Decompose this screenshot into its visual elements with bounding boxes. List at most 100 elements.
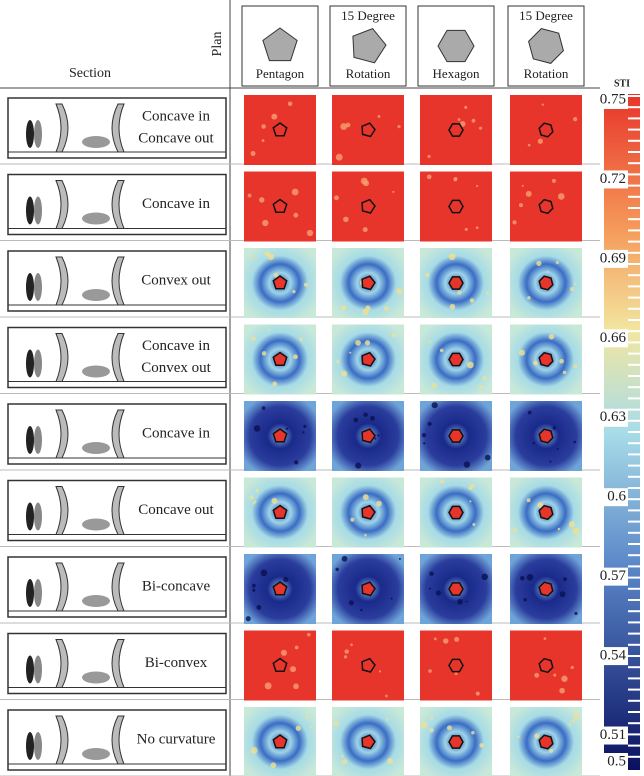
heatmap-speck <box>572 527 580 535</box>
table <box>82 595 110 607</box>
heatmap-speck <box>261 139 265 143</box>
heatmap-speck <box>303 424 307 428</box>
heatmap-speck <box>285 427 289 431</box>
heatmap-speck <box>340 755 344 758</box>
heatmap-speck <box>385 694 388 698</box>
heatmap-speck <box>574 611 578 615</box>
tick-bg <box>596 567 628 586</box>
heatmap-speck <box>527 296 531 300</box>
heatmap-speck <box>336 360 340 364</box>
heatmap-speck <box>398 557 401 560</box>
heatmap-speck <box>427 154 431 159</box>
person <box>26 349 34 378</box>
plan-box <box>507 5 585 87</box>
heatmap-speck <box>385 718 389 721</box>
heatmap-speck <box>556 447 559 450</box>
heatmap-speck <box>292 770 295 773</box>
heatmap-speck <box>476 184 479 188</box>
person <box>26 426 34 454</box>
heatmap-speck <box>392 190 395 193</box>
plan-label: Hexagon <box>433 66 480 81</box>
heatmap-source <box>538 198 554 215</box>
tick-bg <box>596 488 628 507</box>
heatmap-speck <box>362 308 369 316</box>
heatmap-speck <box>247 193 252 198</box>
colorbar-tick-label: 0.5 <box>607 753 626 769</box>
colorbar-tick-label: 0.75 <box>600 91 626 107</box>
heatmap-speck <box>264 251 270 257</box>
heatmap-speck <box>271 497 278 504</box>
heatmap-speck <box>537 138 544 144</box>
wall <box>111 103 125 153</box>
heatmap-speck <box>309 726 313 729</box>
heatmap-speck <box>264 682 272 690</box>
heatmap-speck <box>341 370 348 377</box>
colorbar-tick-label: 0.51 <box>600 727 626 743</box>
wall <box>111 562 125 612</box>
heatmap-speck <box>512 220 517 225</box>
heatmap-speck <box>250 151 256 156</box>
person <box>34 732 42 760</box>
heatmap-speck <box>363 412 368 417</box>
heatmap-speck <box>252 502 255 505</box>
heatmap-speck <box>518 349 525 356</box>
heatmap-speck <box>541 103 544 106</box>
tick-bg <box>596 647 628 666</box>
heatmap-source <box>448 276 464 290</box>
heatmap-source <box>272 734 288 749</box>
heatmap-speck <box>478 126 483 130</box>
heatmap-speck <box>261 351 267 356</box>
heatmap-source <box>272 275 288 290</box>
wall <box>55 486 69 535</box>
plan-label: Rotation <box>346 66 391 81</box>
heatmap-speck <box>299 337 303 342</box>
heatmap-speck <box>534 672 540 678</box>
heatmap-speck <box>429 728 434 733</box>
heatmap-source <box>538 657 554 674</box>
heatmap-speck <box>428 340 431 343</box>
heatmap-source <box>538 428 554 444</box>
heatmap-speck <box>571 719 575 723</box>
heatmap-speck <box>343 216 349 223</box>
tick-bg <box>596 329 628 348</box>
heatmap-source <box>361 734 376 750</box>
wall <box>111 333 125 382</box>
section-label: Convex out <box>141 360 211 376</box>
heatmap-speck <box>387 758 394 765</box>
heatmap-speck <box>369 415 375 421</box>
heatmap-speck <box>307 632 311 637</box>
heatmap-speck <box>333 195 339 201</box>
heatmap-speck <box>537 502 544 509</box>
plan-label: 15 Degree <box>519 8 573 23</box>
heatmap-speck <box>292 289 296 294</box>
heatmap-speck <box>430 716 434 720</box>
plan-shape <box>352 28 387 64</box>
heatmap-speck <box>353 417 359 423</box>
heatmap-speck <box>283 576 289 582</box>
heatmap-speck <box>270 762 277 769</box>
heatmap-speck <box>252 588 256 592</box>
heatmap-speck <box>551 178 556 183</box>
heatmap-speck <box>526 498 531 503</box>
heatmap-speck <box>518 203 524 208</box>
person <box>26 579 34 607</box>
heatmap-speck <box>553 673 557 677</box>
heatmap-speck <box>272 381 278 387</box>
heatmap-speck <box>397 125 401 129</box>
heatmap-speck <box>525 190 532 197</box>
heatmap-source <box>538 581 554 597</box>
heatmap-speck <box>472 522 476 526</box>
heatmap-source <box>361 428 376 444</box>
wall <box>55 180 69 229</box>
person <box>34 120 42 148</box>
table <box>82 442 110 454</box>
heatmap-speck <box>548 333 555 340</box>
heatmap-speck <box>454 672 458 676</box>
heatmap-speck <box>384 306 389 312</box>
heatmap-speck <box>427 421 432 427</box>
wall <box>111 409 125 459</box>
heatmap-speck <box>245 616 251 622</box>
heatmap-speck <box>453 177 458 182</box>
heatmap-speck <box>287 101 293 106</box>
wall <box>111 639 125 688</box>
